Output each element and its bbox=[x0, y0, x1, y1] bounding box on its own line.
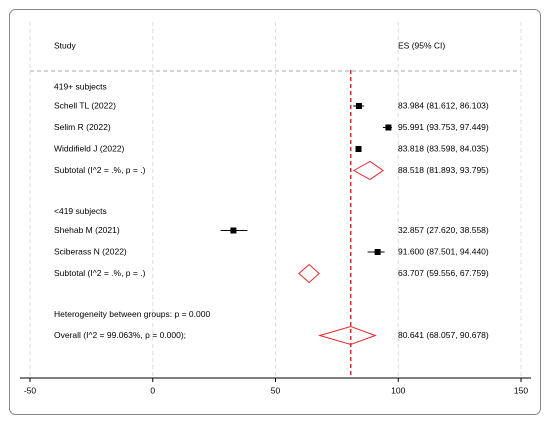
study-es: 95.991 (93.753, 97.449) bbox=[398, 122, 489, 132]
x-tick-label: 100 bbox=[391, 385, 405, 395]
es-marker bbox=[355, 103, 362, 109]
study-es: 32.857 (27.620, 38.558) bbox=[398, 225, 489, 235]
subtotal-diamond bbox=[298, 263, 320, 284]
subtotal-es: 88.518 (81.893, 93.795) bbox=[398, 165, 489, 175]
study-name: Shehab M (2021) bbox=[54, 225, 120, 235]
overall-es: 80.641 (68.057, 90.678) bbox=[398, 330, 489, 340]
es-marker bbox=[385, 124, 392, 131]
study-name: Schell TL (2022) bbox=[54, 100, 116, 110]
study-name: Sciberass N (2022) bbox=[54, 246, 127, 256]
group-name: 419+ subjects bbox=[54, 81, 107, 91]
x-tick-label: 50 bbox=[271, 385, 281, 395]
header-study: Study bbox=[54, 40, 76, 50]
es-marker bbox=[355, 146, 362, 152]
x-tick-label: -50 bbox=[24, 385, 37, 395]
x-tick-label: 150 bbox=[514, 385, 528, 395]
es-marker bbox=[374, 249, 381, 255]
study-es: 91.600 (87.501, 94.440) bbox=[398, 246, 489, 256]
subtotal-diamond bbox=[352, 160, 384, 181]
heterogeneity: Heterogeneity between groups: p = 0.000 bbox=[54, 309, 210, 319]
study-name: Widdifield J (2022) bbox=[54, 143, 125, 153]
study-es: 83.818 (83.598, 84.035) bbox=[398, 143, 489, 153]
overall-name: Overall (I^2 = 99.063%, p = 0.000); bbox=[54, 330, 186, 340]
group-name: <419 subjects bbox=[54, 206, 107, 216]
overall-diamond bbox=[318, 325, 377, 346]
subtotal-es: 63.707 (59.556, 67.759) bbox=[398, 268, 489, 278]
header-es: ES (95% CI) bbox=[398, 40, 445, 50]
study-es: 83.984 (81.612, 86.103) bbox=[398, 100, 489, 110]
subtotal-name: Subtotal (I^2 = .%, p = .) bbox=[54, 165, 146, 175]
study-name: Selim R (2022) bbox=[54, 122, 111, 132]
subtotal-name: Subtotal (I^2 = .%, p = .) bbox=[54, 268, 146, 278]
x-tick-label: 0 bbox=[150, 385, 155, 395]
es-marker bbox=[230, 227, 237, 234]
